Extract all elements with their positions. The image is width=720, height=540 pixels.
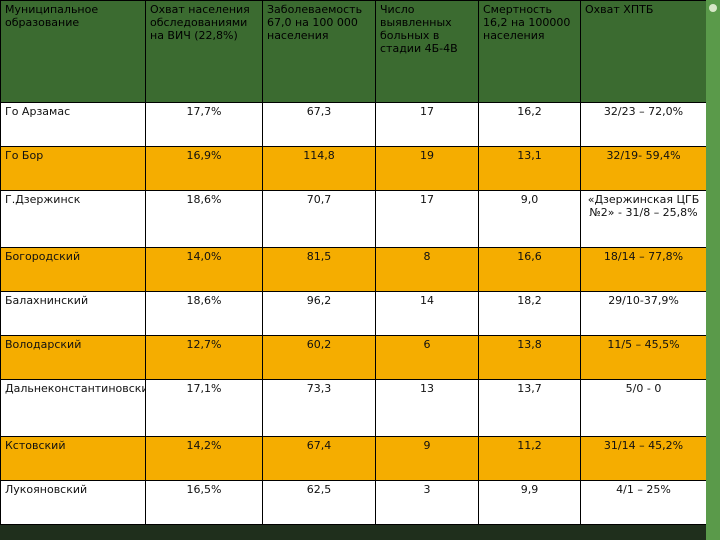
header-hptb-coverage: Охват ХПТБ xyxy=(580,0,707,103)
cell-municipality: Го Арзамас xyxy=(0,102,146,147)
table-row: Го Бор 16,9% 114,8 19 13,1 32/19- 59,4% xyxy=(0,146,707,191)
cell-hiv-coverage: 12,7% xyxy=(145,335,263,380)
table-row: Балахнинский 18,6% 96,2 14 18,2 29/10-37… xyxy=(0,291,707,336)
cell-mortality: 9,9 xyxy=(478,480,581,525)
cell-incidence: 81,5 xyxy=(262,247,376,292)
cell-hptb-coverage: 32/19- 59,4% xyxy=(580,146,707,191)
cell-mortality: 9,0 xyxy=(478,190,581,248)
cell-mortality: 16,2 xyxy=(478,102,581,147)
cell-municipality: Лукояновский xyxy=(0,480,146,525)
cell-mortality: 13,8 xyxy=(478,335,581,380)
cell-hiv-coverage: 17,1% xyxy=(145,379,263,437)
cell-municipality: Балахнинский xyxy=(0,291,146,336)
cell-hiv-coverage: 16,5% xyxy=(145,480,263,525)
table-row: Богородский 14,0% 81,5 8 16,6 18/14 – 77… xyxy=(0,247,707,292)
header-stage-count: Число выявленных больных в стадии 4Б-4В xyxy=(375,0,479,103)
header-municipality: Муниципальное образование xyxy=(0,0,146,103)
header-row: Муниципальное образование Охват населени… xyxy=(0,0,707,103)
cell-hiv-coverage: 18,6% xyxy=(145,291,263,336)
cell-municipality: Богородский xyxy=(0,247,146,292)
cell-stage-count: 19 xyxy=(375,146,479,191)
cell-municipality: Го Бор xyxy=(0,146,146,191)
table-row: Го Арзамас 17,7% 67,3 17 16,2 32/23 – 72… xyxy=(0,102,707,147)
table-row: Кстовский 14,2% 67,4 9 11,2 31/14 – 45,2… xyxy=(0,436,707,481)
header-incidence: Заболеваемость 67,0 на 100 000 населения xyxy=(262,0,376,103)
cell-hptb-coverage: 11/5 – 45,5% xyxy=(580,335,707,380)
cell-hptb-coverage: 31/14 – 45,2% xyxy=(580,436,707,481)
scrollbar-thumb[interactable] xyxy=(709,4,717,12)
table-row: Лукояновский 16,5% 62,5 3 9,9 4/1 – 25% xyxy=(0,480,707,525)
cell-incidence: 70,7 xyxy=(262,190,376,248)
cell-incidence: 73,3 xyxy=(262,379,376,437)
cell-municipality: Кстовский xyxy=(0,436,146,481)
cell-hptb-coverage: 18/14 – 77,8% xyxy=(580,247,707,292)
cell-hptb-coverage: 5/0 - 0 xyxy=(580,379,707,437)
cell-stage-count: 9 xyxy=(375,436,479,481)
table-row: Г.Дзержинск 18,6% 70,7 17 9,0 «Дзержинск… xyxy=(0,190,707,248)
cell-incidence: 62,5 xyxy=(262,480,376,525)
cell-incidence: 114,8 xyxy=(262,146,376,191)
cell-hptb-coverage: 29/10-37,9% xyxy=(580,291,707,336)
cell-stage-count: 17 xyxy=(375,102,479,147)
scrollbar[interactable] xyxy=(706,0,720,540)
cell-mortality: 13,1 xyxy=(478,146,581,191)
cell-municipality: Дальнеконстантиновский xyxy=(0,379,146,437)
cell-hptb-coverage: 32/23 – 72,0% xyxy=(580,102,707,147)
cell-incidence: 67,3 xyxy=(262,102,376,147)
cell-mortality: 11,2 xyxy=(478,436,581,481)
cell-incidence: 67,4 xyxy=(262,436,376,481)
cell-incidence: 96,2 xyxy=(262,291,376,336)
table-row: Дальнеконстантиновский 17,1% 73,3 13 13,… xyxy=(0,379,707,437)
cell-municipality: Володарский xyxy=(0,335,146,380)
data-table: Муниципальное образование Охват населени… xyxy=(0,0,707,525)
cell-stage-count: 3 xyxy=(375,480,479,525)
table-row: Володарский 12,7% 60,2 6 13,8 11/5 – 45,… xyxy=(0,335,707,380)
cell-mortality: 13,7 xyxy=(478,379,581,437)
header-hiv-coverage: Охват населения обследованиями на ВИЧ (2… xyxy=(145,0,263,103)
cell-stage-count: 17 xyxy=(375,190,479,248)
cell-hptb-coverage: 4/1 – 25% xyxy=(580,480,707,525)
header-mortality: Смертность 16,2 на 100000 населения xyxy=(478,0,581,103)
cell-stage-count: 8 xyxy=(375,247,479,292)
cell-mortality: 18,2 xyxy=(478,291,581,336)
cell-hiv-coverage: 18,6% xyxy=(145,190,263,248)
cell-hiv-coverage: 17,7% xyxy=(145,102,263,147)
cell-hiv-coverage: 14,0% xyxy=(145,247,263,292)
cell-mortality: 16,6 xyxy=(478,247,581,292)
cell-incidence: 60,2 xyxy=(262,335,376,380)
cell-hiv-coverage: 16,9% xyxy=(145,146,263,191)
cell-hiv-coverage: 14,2% xyxy=(145,436,263,481)
cell-municipality: Г.Дзержинск xyxy=(0,190,146,248)
cell-stage-count: 13 xyxy=(375,379,479,437)
cell-stage-count: 14 xyxy=(375,291,479,336)
cell-stage-count: 6 xyxy=(375,335,479,380)
cell-hptb-coverage: «Дзержинская ЦГБ №2» - 31/8 – 25,8% xyxy=(580,190,707,248)
